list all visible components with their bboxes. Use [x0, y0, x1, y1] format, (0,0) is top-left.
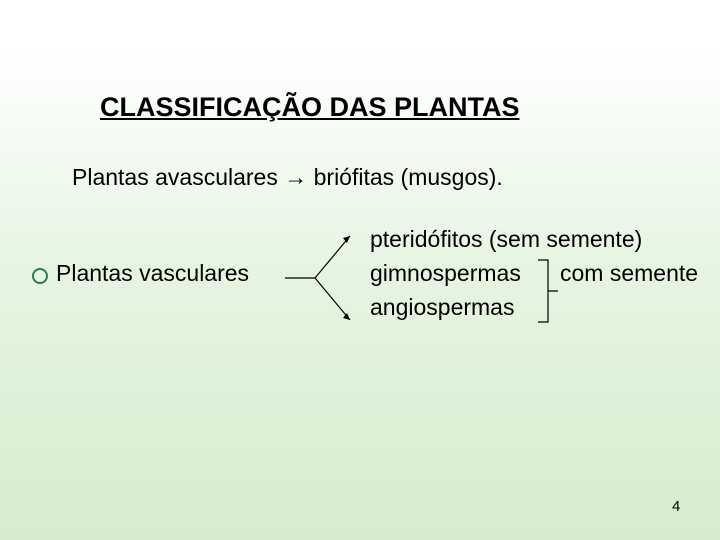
arrowhead-up	[343, 236, 350, 243]
item-pteridofitos: pteridófitos (sem semente)	[370, 226, 642, 253]
avasculares-line: Plantas avasculares → briófitas (musgos)…	[72, 164, 503, 191]
page-number: 4	[672, 498, 680, 515]
item-gimnospermas: gimnospermas	[370, 260, 521, 287]
com-semente-label: com semente	[560, 260, 698, 287]
bracket-path	[538, 260, 558, 322]
arrowhead-down	[343, 313, 350, 320]
bullet-ring-icon	[32, 268, 48, 284]
item-angiospermas: angiospermas	[370, 294, 514, 321]
branch-down	[315, 278, 350, 320]
bracket-icon	[536, 258, 560, 326]
branch-up	[315, 236, 350, 278]
branch-arrows-icon	[285, 228, 365, 328]
slide-title: CLASSIFICAÇÃO DAS PLANTAS	[100, 92, 520, 123]
vasculares-label: Plantas vasculares	[56, 260, 249, 287]
